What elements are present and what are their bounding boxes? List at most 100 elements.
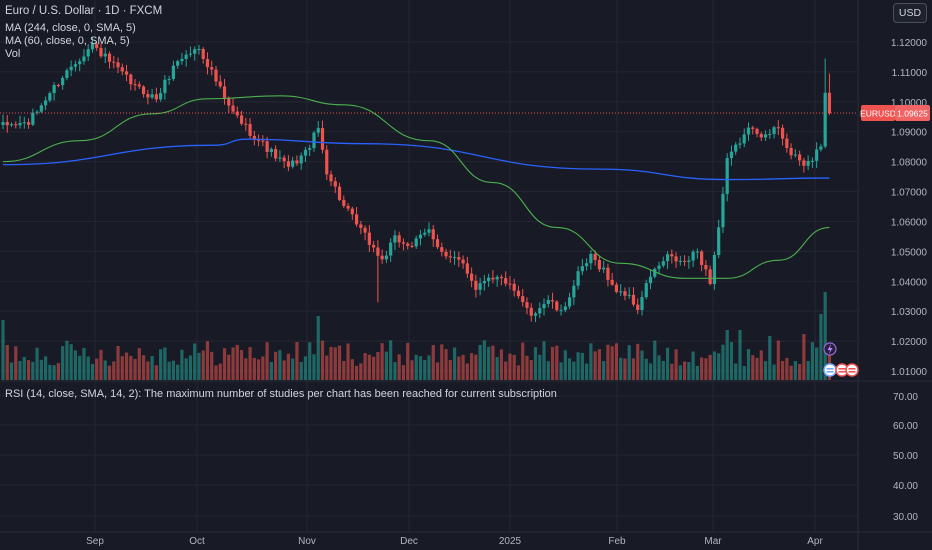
volume-bar [597,349,601,380]
volume-bar [708,354,712,380]
volume-bar [393,362,397,380]
candle-body [9,124,14,126]
candle-body [802,160,806,166]
candle-body [678,260,682,262]
price-tick-label: 1.01000 [891,367,928,378]
volume-bar [623,358,627,380]
volume-bar [806,361,810,380]
volume-bar [636,343,640,380]
flag-stripe [838,371,846,373]
time-tick-label: Sep [86,536,104,547]
volume-bar [26,360,31,380]
candle-body [31,112,35,125]
candle-body [815,149,819,161]
volume-bar [440,344,444,380]
candle-body [52,84,56,94]
volume-bar [572,361,576,380]
volume-bar [491,345,495,380]
candle-body [406,243,410,246]
candle-body [704,265,708,270]
volume-bar [265,342,269,380]
price-tick-label: 1.03000 [891,307,928,318]
volume-bar [159,349,163,380]
volume-bar [82,347,86,380]
candle-body [734,144,738,152]
volume-bar [350,359,354,380]
volume-bar [282,360,286,380]
candle-body [619,291,623,293]
candle-body [508,283,512,285]
candle-body [763,134,768,138]
volume-bar [171,360,175,380]
candle-body [772,127,776,134]
volume-bar [295,341,299,380]
volume-bar [397,354,401,380]
candle-body [214,69,218,82]
volume-bar [316,316,320,380]
candlesticks [1,37,832,323]
volume-bar [470,353,474,380]
symbol-title[interactable]: Euro / U.S. Dollar · 1D · FXCM [5,5,163,17]
candle-body [376,247,380,256]
candle-body [48,93,52,101]
volume-bar [325,355,329,380]
volume-bar [312,354,316,380]
candle-body [542,303,546,309]
volume-bar [239,350,244,380]
candle-body [389,242,393,256]
badge-symbol-bg [861,105,895,122]
candle-body [372,244,376,248]
legend-ma244[interactable]: MA (244, close, 0, SMA, 5) [5,22,136,34]
volume-bar [683,361,687,380]
volume-bar [184,358,188,380]
candle-body [640,297,644,310]
candle-body [452,257,457,259]
volume-bar [210,351,214,380]
candle-body [712,254,717,285]
volume-bar [461,354,465,380]
candle-body [516,290,521,297]
volume-bar [9,362,14,380]
time-tick-label: Apr [807,536,823,547]
candle-body [286,161,291,167]
legend-vol[interactable]: Vol [5,48,21,60]
volume-bar [512,354,516,380]
volume-bar [137,348,141,380]
volume-bar [533,347,538,380]
volume-bar [201,350,205,380]
volume-bar [359,363,363,380]
volume-bar [593,351,597,380]
volume-bar [521,342,525,380]
volume-bar [768,336,772,380]
currency-button[interactable]: USD [893,3,927,23]
volume-bar [742,365,746,380]
volume-bar [244,358,248,380]
candle-body [239,115,244,124]
candle-body [725,158,729,194]
event-markers[interactable] [823,342,859,377]
volume-bar [427,355,431,380]
candle-body [227,97,231,106]
candle-body [665,254,670,262]
volume-bar [798,363,802,380]
candle-body [133,84,137,86]
price-axis: 1.12000 1.11000 1.10000 1.09000 1.08000 1.070… [891,38,928,378]
candle-body [674,256,678,262]
price-tick-label: 1.05000 [891,247,928,258]
volume-bar [640,350,644,380]
rsi-study-note: RSI (14, close, SMA, 14, 2): The maximum… [5,388,557,400]
time-tick-label: Mar [704,536,722,547]
price-tick-label: 1.09000 [891,128,928,139]
volume-bar [48,364,52,380]
candle-body [363,227,367,233]
candle-body [504,278,508,284]
volume-bar [133,358,137,380]
candle-body [150,94,154,98]
volume-bar [78,355,82,380]
volume-bar [823,292,827,380]
candle-body [350,208,354,215]
candle-body [90,43,95,50]
candle-body [252,135,256,140]
legend-ma60[interactable]: MA (60, close, 0, SMA, 5) [5,35,130,47]
